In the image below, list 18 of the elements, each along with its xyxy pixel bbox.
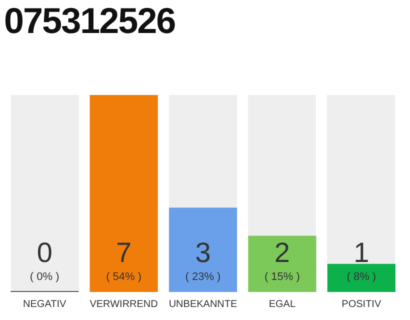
x-tick-label: VERWIRREND <box>90 298 158 310</box>
annotation: ( 54% ) <box>106 271 142 283</box>
bar <box>90 95 158 292</box>
data-label: 2 <box>274 237 290 268</box>
data-label: 1 <box>354 237 370 268</box>
data-label: 3 <box>195 237 211 268</box>
x-tick-label: POSITIV <box>342 298 382 310</box>
bar <box>327 264 396 292</box>
chart-title: 075312526 <box>4 0 176 42</box>
data-label: 7 <box>116 237 132 268</box>
annotation: ( 8% ) <box>346 271 376 283</box>
x-tick-label: EGAL <box>268 298 296 310</box>
x-tick-label: UNBEKANNTE <box>168 298 238 310</box>
x-tick-label: NEGATIV <box>23 298 67 310</box>
annotation: ( 23% ) <box>185 271 221 283</box>
annotation: ( 0% ) <box>30 271 60 283</box>
annotation: ( 15% ) <box>264 271 300 283</box>
data-label: 0 <box>36 237 52 268</box>
